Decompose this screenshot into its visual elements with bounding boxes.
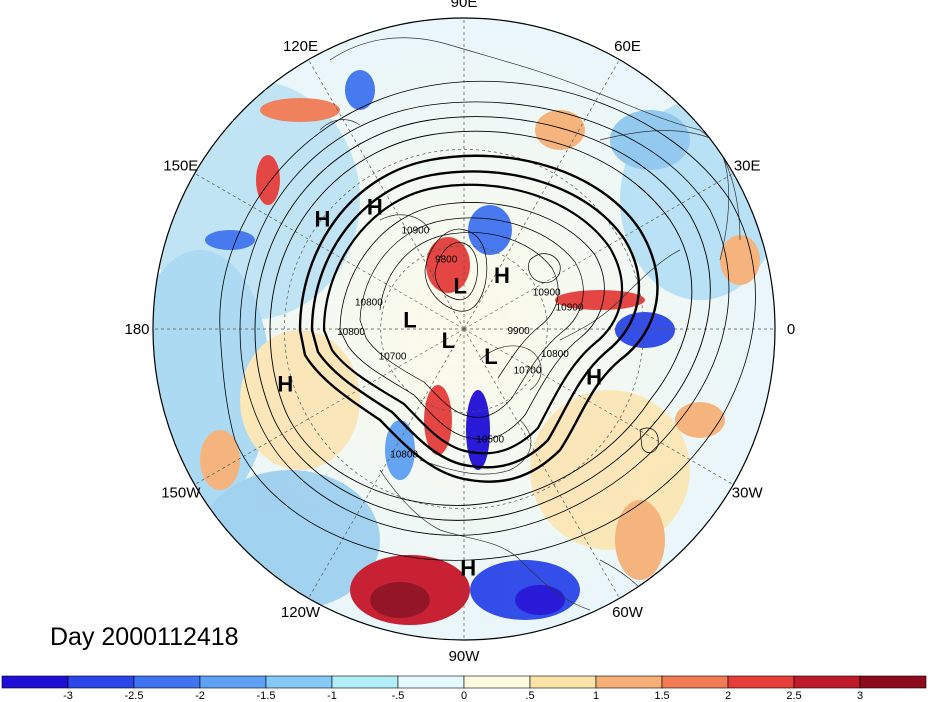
high-pressure-label: H xyxy=(315,207,331,232)
low-pressure-label: L xyxy=(403,308,416,333)
low-pressure-label: L xyxy=(442,328,455,353)
meridian-line xyxy=(463,173,734,330)
colorbar-tick-label: -1.5 xyxy=(257,690,276,702)
longitude-label: 60E xyxy=(614,38,641,55)
colorbar-tick-label: 3 xyxy=(857,690,863,702)
colorbar-tick-label: -1 xyxy=(327,690,337,702)
meridian-line xyxy=(463,328,734,485)
contour-label: 10700 xyxy=(379,351,407,362)
colorbar-tick-label: -2 xyxy=(195,690,205,702)
colorbar-tick-label: 2 xyxy=(725,690,731,702)
contour-label: 10900 xyxy=(533,288,561,299)
colorbar-tick-label: 1 xyxy=(593,690,599,702)
contour-label: 9800 xyxy=(435,254,458,265)
colorbar-swatch xyxy=(793,675,861,689)
longitude-labels: 90E 60E 30E 0 30W 60W 90W 120W 150W 180 150E 120E xyxy=(124,0,795,665)
longitude-label: 0 xyxy=(787,321,795,338)
contour-label: 9900 xyxy=(507,326,530,337)
longitude-label: 150E xyxy=(163,158,198,175)
colorbar-swatch xyxy=(331,675,399,689)
meridian-line xyxy=(194,173,465,330)
colorbar-tick-label: -3 xyxy=(63,690,73,702)
longitude-label: 120W xyxy=(281,604,321,621)
longitude-label: 30W xyxy=(732,485,764,502)
longitude-label: 150W xyxy=(161,485,201,502)
meridian-line xyxy=(308,59,465,330)
height-contours xyxy=(219,80,756,561)
contour-label: 10800 xyxy=(337,327,365,338)
contour-label: 10500 xyxy=(476,434,504,445)
colorbar-tick-label: 0 xyxy=(461,690,467,702)
colorbar-swatch xyxy=(199,675,267,689)
high-pressure-label: H xyxy=(277,372,293,397)
meridian-line xyxy=(194,328,465,485)
colorbar-swatch xyxy=(133,675,201,689)
pressure-centers: H H L H L L L H H H xyxy=(277,194,602,580)
colorbar-swatch xyxy=(265,675,333,689)
graticule xyxy=(153,18,775,640)
colorbar: -3 -2.5 -2 -1.5 -1 -.5 0 .5 1 1.5 2 2.5 3 xyxy=(1,675,927,702)
longitude-label: 30E xyxy=(734,158,761,175)
meridian-line xyxy=(463,59,620,330)
high-pressure-label: H xyxy=(367,194,383,219)
longitude-label: 120E xyxy=(283,38,318,55)
colorbar-tick-label: 2.5 xyxy=(786,690,801,702)
colorbar-swatch xyxy=(397,675,465,689)
day-label: Day 2000112418 xyxy=(50,623,239,651)
high-pressure-label: H xyxy=(460,556,476,581)
longitude-label: 90E xyxy=(451,0,478,11)
colorbar-tick-label: 1.5 xyxy=(654,690,669,702)
high-pressure-label: H xyxy=(494,263,510,288)
high-pressure-label: H xyxy=(586,364,602,389)
colorbar-swatch xyxy=(859,675,927,689)
contour-label: 10900 xyxy=(401,226,429,237)
colorbar-swatch xyxy=(727,675,795,689)
contour-label: 10800 xyxy=(390,450,418,461)
colorbar-swatch xyxy=(661,675,729,689)
colorbar-swatch xyxy=(463,675,531,689)
colorbar-tick-label: -2.5 xyxy=(125,690,144,702)
low-pressure-label: L xyxy=(453,274,466,299)
map-border xyxy=(152,17,776,641)
colorbar-tick-label: .5 xyxy=(525,690,534,702)
contour-label: 10900 xyxy=(556,302,584,313)
contour-label: 10700 xyxy=(514,366,542,377)
longitude-label: 90W xyxy=(449,648,481,665)
longitude-label: 180 xyxy=(124,321,149,338)
colorbar-tick-label: -.5 xyxy=(392,690,405,702)
colorbar-swatch xyxy=(529,675,597,689)
low-pressure-label: L xyxy=(484,344,497,369)
colorbar-swatch xyxy=(595,675,663,689)
latitude-circle xyxy=(380,245,548,413)
colorbar-swatch xyxy=(1,675,69,689)
longitude-label: 60W xyxy=(612,604,644,621)
polar-map xyxy=(153,18,775,640)
latitude-circle xyxy=(284,149,644,509)
meridian-line xyxy=(463,328,620,599)
contour-label: 10800 xyxy=(541,349,569,360)
contour-label: 10800 xyxy=(355,297,383,308)
colorbar-swatch xyxy=(67,675,135,689)
contour-labels: 10900 9800 10900 10900 9900 10800 10700 10800 10… xyxy=(337,226,584,461)
meridian-line xyxy=(308,328,465,599)
